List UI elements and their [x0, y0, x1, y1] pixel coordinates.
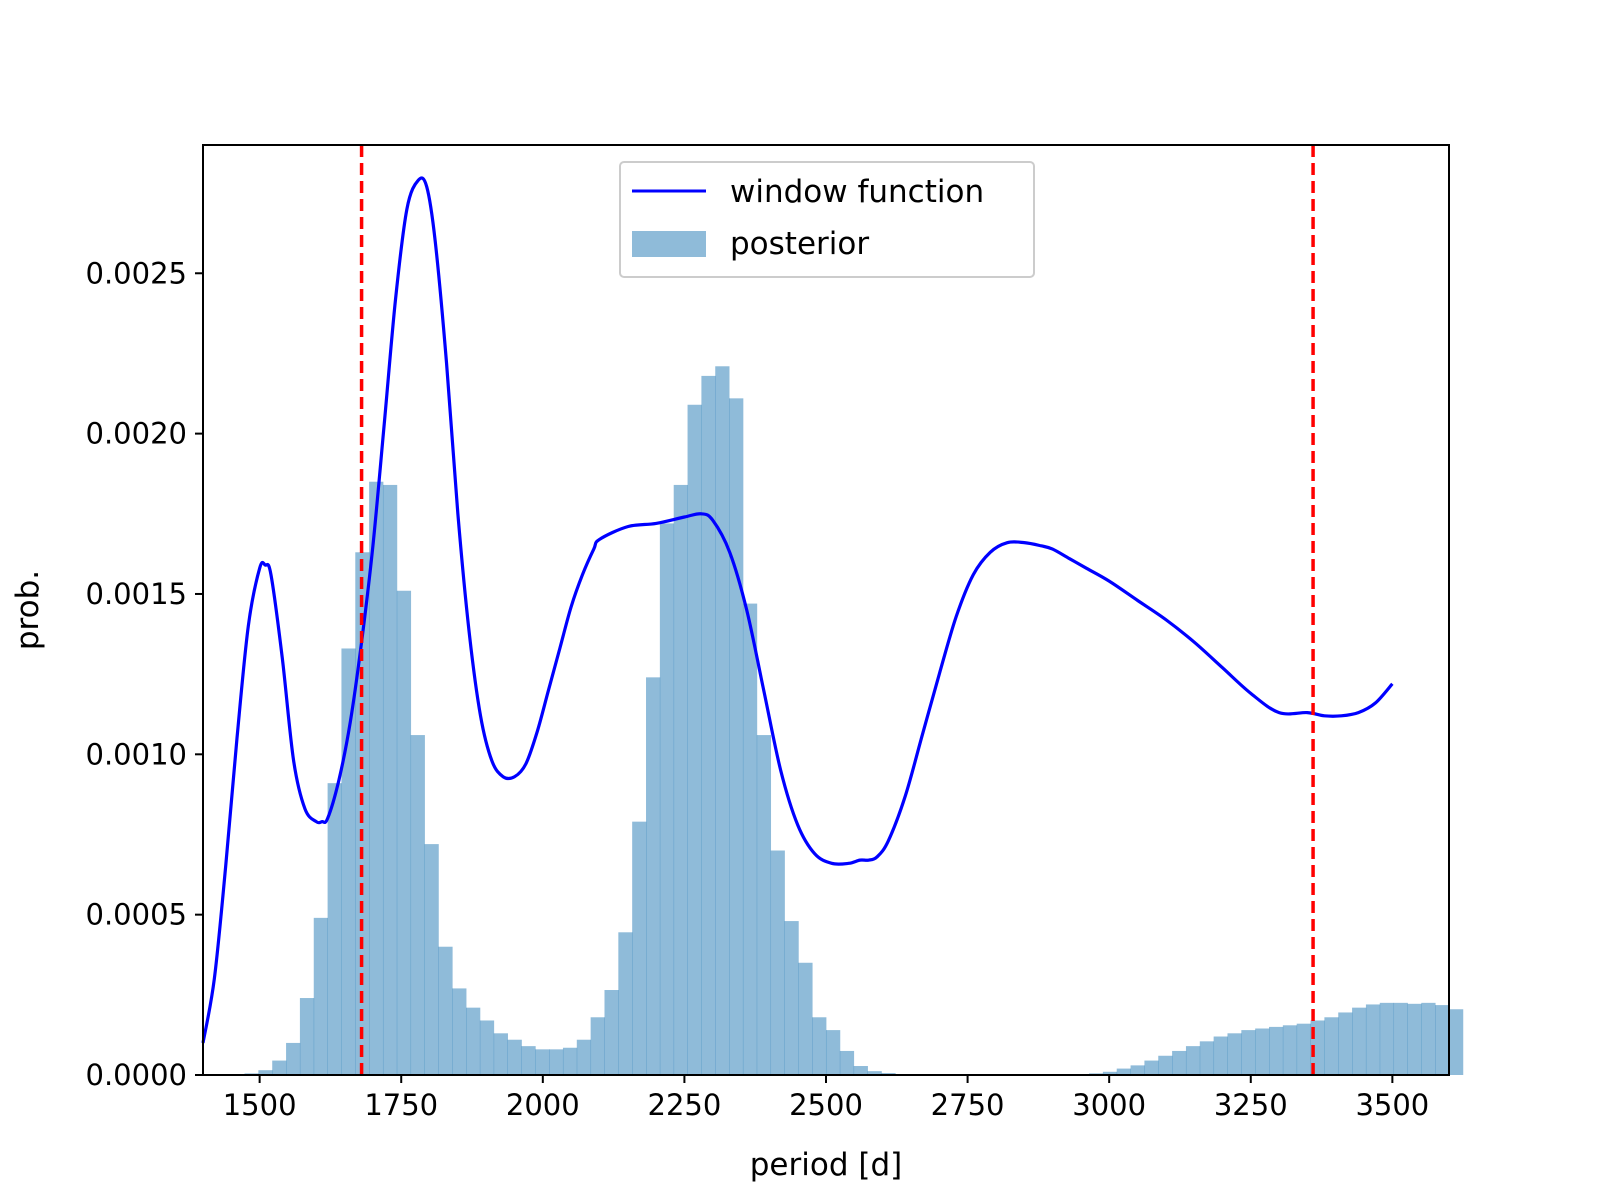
x-tick-label: 3000 — [1072, 1088, 1146, 1122]
histogram-bar — [549, 1049, 564, 1075]
histogram-bar — [1379, 1002, 1395, 1075]
histogram-bar — [1393, 1002, 1408, 1075]
histogram-bar — [825, 1030, 841, 1075]
histogram-bar — [562, 1047, 578, 1075]
histogram-bar — [507, 1039, 522, 1075]
histogram-bar — [1130, 1065, 1145, 1075]
histogram-bar — [1185, 1046, 1201, 1075]
histogram-bar — [341, 648, 356, 1075]
histogram-bar — [604, 990, 619, 1075]
histogram-bar — [742, 603, 758, 1075]
histogram-bar — [576, 1039, 592, 1075]
histogram-bar — [756, 735, 772, 1075]
histogram-bar — [466, 1007, 481, 1075]
histogram-bar — [1421, 1002, 1436, 1075]
histogram-bar — [313, 917, 328, 1075]
histogram-bar — [1227, 1033, 1242, 1075]
histogram-bar — [1172, 1050, 1187, 1075]
histogram-bar — [646, 677, 661, 1075]
y-tick-label: 0.0015 — [86, 577, 187, 611]
histogram-bar — [258, 1070, 273, 1075]
histogram-bar — [1213, 1036, 1228, 1075]
y-tick-label: 0.0025 — [86, 256, 187, 290]
histogram-bar — [521, 1046, 536, 1075]
histogram-bar — [369, 481, 384, 1076]
histogram-bar — [715, 366, 730, 1075]
histogram-bar — [1158, 1055, 1173, 1075]
histogram-bar — [1269, 1026, 1284, 1075]
histogram-bar — [701, 375, 716, 1075]
histogram-bar — [770, 850, 785, 1075]
histogram-bar — [1448, 1009, 1464, 1075]
histogram-bar — [272, 1060, 287, 1075]
y-tick-label: 0.0005 — [86, 898, 187, 932]
y-tick-label: 0.0020 — [86, 417, 187, 451]
legend: window function posterior — [619, 161, 1035, 278]
y-tick-label: 0.0000 — [86, 1058, 187, 1092]
histogram-bar — [1282, 1025, 1298, 1075]
histogram-bar — [618, 932, 633, 1075]
histogram-bar — [479, 1020, 495, 1075]
x-axis-label: period [d] — [750, 1147, 902, 1183]
histogram-bar — [729, 398, 744, 1075]
x-tick-label: 2750 — [931, 1088, 1005, 1122]
histogram-bar — [784, 921, 799, 1075]
histogram-bar — [535, 1049, 550, 1075]
window-function-line — [201, 176, 1394, 1044]
histogram-bar — [867, 1071, 882, 1075]
plot-lines — [201, 145, 1394, 1075]
x-tick-label: 2250 — [648, 1088, 722, 1122]
x-tick-label: 1500 — [223, 1088, 297, 1122]
histogram-bar — [1338, 1012, 1353, 1075]
histogram-bar — [382, 484, 398, 1075]
axis-ticks: 1500 1750 2000 2250 2500 2750 3000 3250 3500 0.00… — [86, 256, 1430, 1122]
y-axis-label: prob. — [10, 570, 46, 650]
legend-swatch-posterior — [632, 231, 706, 257]
x-tick-label: 2500 — [789, 1088, 863, 1122]
histogram-bar — [1296, 1023, 1311, 1075]
histogram-bar — [1255, 1028, 1270, 1075]
histogram-bar — [632, 821, 647, 1075]
histogram-bar — [798, 962, 813, 1075]
histogram-bar — [1116, 1068, 1131, 1075]
histogram-bar — [853, 1066, 868, 1075]
x-tick-label: 2000 — [506, 1088, 580, 1122]
histogram-bar — [659, 523, 675, 1075]
histogram-bar — [1144, 1060, 1159, 1075]
x-tick-label: 1750 — [364, 1088, 438, 1122]
histogram-bar — [1102, 1071, 1118, 1075]
histogram-bar — [327, 783, 342, 1075]
histogram-bar — [812, 1017, 827, 1075]
histogram-bar — [452, 988, 467, 1075]
histogram-bar — [396, 590, 412, 1075]
histogram-bar — [839, 1050, 855, 1075]
histogram-bar — [673, 484, 688, 1075]
legend-label-window-function: window function — [730, 174, 984, 210]
histogram-bar — [438, 946, 453, 1075]
histogram-bar — [1352, 1007, 1367, 1075]
x-tick-label: 3250 — [1214, 1088, 1288, 1122]
histogram-bar — [1199, 1041, 1215, 1075]
histogram-bar — [1407, 1003, 1422, 1075]
legend-box — [619, 161, 1035, 278]
histogram-bar — [687, 404, 702, 1075]
histogram-bar — [286, 1042, 301, 1075]
histogram-bar — [410, 735, 425, 1075]
histogram-bar — [1435, 1005, 1450, 1075]
legend-label-posterior: posterior — [730, 226, 869, 262]
histogram-bar — [299, 998, 315, 1075]
histogram-bar — [1241, 1030, 1256, 1075]
histogram-bar — [1365, 1004, 1381, 1075]
x-tick-label: 3500 — [1355, 1088, 1429, 1122]
histogram-bar — [424, 844, 439, 1075]
histogram-bar — [590, 1017, 605, 1075]
histogram-bar — [493, 1033, 508, 1075]
histogram-bar — [1324, 1017, 1339, 1075]
y-tick-label: 0.0010 — [86, 737, 187, 771]
